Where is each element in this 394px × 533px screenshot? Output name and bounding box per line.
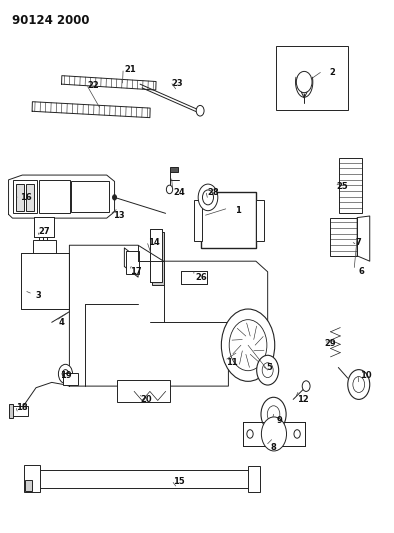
- Text: 29: 29: [325, 339, 336, 348]
- Circle shape: [166, 185, 173, 193]
- Bar: [126, 251, 139, 274]
- Circle shape: [348, 369, 370, 399]
- Bar: [194, 199, 202, 241]
- Text: 90124 2000: 90124 2000: [13, 14, 90, 27]
- Circle shape: [229, 320, 267, 370]
- Text: 9: 9: [277, 416, 282, 425]
- Circle shape: [247, 430, 253, 438]
- Text: 25: 25: [336, 182, 348, 191]
- Text: 27: 27: [38, 228, 50, 237]
- Text: 5: 5: [267, 363, 273, 372]
- Text: 3: 3: [35, 291, 41, 300]
- Text: 1: 1: [235, 206, 241, 215]
- Bar: [9, 403, 13, 418]
- Bar: [150, 229, 162, 282]
- Bar: [39, 180, 70, 213]
- Circle shape: [261, 417, 286, 451]
- Circle shape: [299, 76, 309, 88]
- Bar: [117, 379, 169, 402]
- Text: 12: 12: [297, 395, 309, 404]
- Bar: [16, 184, 24, 211]
- Text: 14: 14: [148, 238, 160, 247]
- Circle shape: [62, 369, 69, 378]
- Bar: [34, 217, 54, 237]
- Bar: [21, 253, 69, 309]
- Circle shape: [198, 184, 218, 211]
- Circle shape: [302, 381, 310, 391]
- Bar: [181, 271, 207, 284]
- Circle shape: [58, 365, 72, 383]
- Text: 11: 11: [227, 358, 238, 367]
- Text: 15: 15: [173, 478, 185, 486]
- Bar: [71, 181, 109, 212]
- Text: 22: 22: [87, 81, 99, 90]
- Circle shape: [196, 106, 204, 116]
- Text: 16: 16: [20, 193, 32, 202]
- Text: 24: 24: [173, 188, 185, 197]
- Text: 7: 7: [355, 238, 361, 247]
- Bar: [169, 166, 178, 172]
- Circle shape: [267, 406, 280, 423]
- Text: 4: 4: [59, 318, 65, 327]
- Bar: [13, 180, 37, 213]
- Bar: [181, 271, 207, 284]
- Bar: [24, 465, 40, 492]
- Circle shape: [261, 397, 286, 431]
- Text: 10: 10: [360, 371, 372, 380]
- Bar: [152, 232, 164, 285]
- Circle shape: [353, 376, 364, 392]
- Bar: [21, 253, 69, 309]
- Circle shape: [203, 190, 214, 205]
- Bar: [248, 466, 260, 492]
- Text: 20: 20: [140, 395, 152, 404]
- Bar: [201, 192, 256, 248]
- Bar: [201, 192, 256, 248]
- Circle shape: [113, 195, 117, 200]
- Text: 28: 28: [207, 188, 219, 197]
- Text: 6: 6: [359, 268, 365, 276]
- Text: 18: 18: [17, 403, 28, 412]
- Bar: [339, 158, 362, 213]
- Text: 8: 8: [271, 443, 277, 452]
- Text: 19: 19: [59, 371, 71, 380]
- Bar: [34, 217, 54, 237]
- Text: 26: 26: [195, 273, 207, 281]
- Text: 21: 21: [125, 66, 136, 74]
- Text: 13: 13: [113, 212, 124, 221]
- Circle shape: [221, 309, 275, 381]
- Text: 17: 17: [130, 268, 142, 276]
- Circle shape: [256, 356, 279, 385]
- Bar: [33, 240, 56, 261]
- Bar: [25, 480, 32, 491]
- Text: 23: 23: [171, 78, 183, 87]
- Circle shape: [296, 71, 312, 93]
- Circle shape: [294, 430, 300, 438]
- Bar: [275, 46, 348, 110]
- Bar: [11, 406, 28, 416]
- Bar: [331, 217, 357, 256]
- Bar: [63, 373, 78, 384]
- Text: 2: 2: [329, 68, 335, 77]
- Bar: [26, 184, 34, 211]
- Circle shape: [262, 363, 273, 377]
- Bar: [256, 199, 264, 241]
- Bar: [150, 229, 162, 282]
- Bar: [28, 470, 249, 488]
